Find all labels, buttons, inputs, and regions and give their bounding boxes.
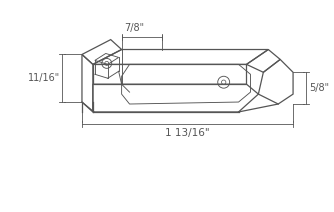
Text: 11/16": 11/16"	[28, 73, 60, 83]
Text: 7/8": 7/8"	[124, 23, 144, 33]
Text: 1 13/16": 1 13/16"	[165, 128, 210, 138]
Text: 5/8": 5/8"	[309, 83, 329, 93]
